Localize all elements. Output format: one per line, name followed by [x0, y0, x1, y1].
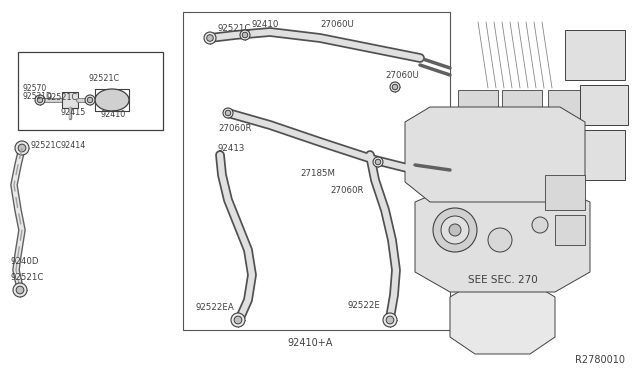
Circle shape — [433, 208, 477, 252]
Polygon shape — [405, 107, 585, 202]
Circle shape — [234, 316, 242, 324]
Text: 92570: 92570 — [22, 83, 46, 93]
Text: 92410+A: 92410+A — [287, 338, 333, 348]
Circle shape — [13, 283, 27, 297]
Polygon shape — [450, 282, 555, 354]
Circle shape — [16, 286, 24, 294]
Text: 27060R: 27060R — [218, 124, 252, 132]
Circle shape — [35, 95, 45, 105]
Circle shape — [207, 35, 213, 41]
Ellipse shape — [95, 89, 129, 111]
Circle shape — [231, 313, 245, 327]
Text: 92522EA: 92522EA — [195, 304, 234, 312]
Circle shape — [243, 32, 248, 38]
Text: 92410: 92410 — [100, 109, 125, 119]
Text: 92522E: 92522E — [348, 301, 381, 310]
Bar — [18, 52, 163, 130]
Bar — [570, 130, 625, 180]
Bar — [183, 12, 450, 330]
Text: R2780010: R2780010 — [575, 355, 625, 365]
Circle shape — [37, 97, 43, 103]
Text: 27060U: 27060U — [385, 71, 419, 80]
Bar — [62, 92, 78, 108]
Text: 92410: 92410 — [252, 19, 280, 29]
Polygon shape — [415, 187, 590, 292]
Bar — [580, 85, 628, 125]
Text: 92521C: 92521C — [10, 273, 44, 282]
Text: 92413: 92413 — [218, 144, 245, 153]
Circle shape — [240, 30, 250, 40]
Bar — [545, 175, 585, 210]
Text: 9240D: 9240D — [10, 257, 38, 266]
Circle shape — [383, 313, 397, 327]
Circle shape — [390, 82, 400, 92]
Circle shape — [392, 84, 397, 90]
Text: 27185M: 27185M — [300, 169, 335, 177]
Circle shape — [15, 141, 29, 155]
Bar — [565, 30, 625, 80]
Text: 92414: 92414 — [60, 141, 85, 150]
Circle shape — [386, 316, 394, 324]
Text: 92415: 92415 — [60, 108, 85, 116]
Circle shape — [204, 32, 216, 44]
Circle shape — [85, 95, 95, 105]
Circle shape — [532, 217, 548, 233]
Text: 27060R: 27060R — [330, 186, 364, 195]
Circle shape — [373, 157, 383, 167]
Text: SEE SEC. 270: SEE SEC. 270 — [468, 275, 538, 285]
Text: 92521D: 92521D — [22, 92, 52, 100]
Text: 27060U: 27060U — [320, 19, 354, 29]
Circle shape — [441, 216, 469, 244]
Text: 92521C: 92521C — [217, 23, 250, 32]
Bar — [458, 90, 498, 120]
Circle shape — [488, 228, 512, 252]
Bar — [502, 90, 542, 120]
Bar — [555, 215, 585, 245]
Text: 92521C: 92521C — [46, 93, 77, 102]
Circle shape — [375, 159, 381, 165]
Text: 92521C: 92521C — [30, 141, 61, 150]
Circle shape — [87, 97, 93, 103]
Circle shape — [225, 110, 231, 116]
Circle shape — [223, 108, 233, 118]
Bar — [548, 90, 583, 120]
Text: 92521C: 92521C — [88, 74, 119, 83]
Circle shape — [18, 144, 26, 152]
Circle shape — [449, 224, 461, 236]
